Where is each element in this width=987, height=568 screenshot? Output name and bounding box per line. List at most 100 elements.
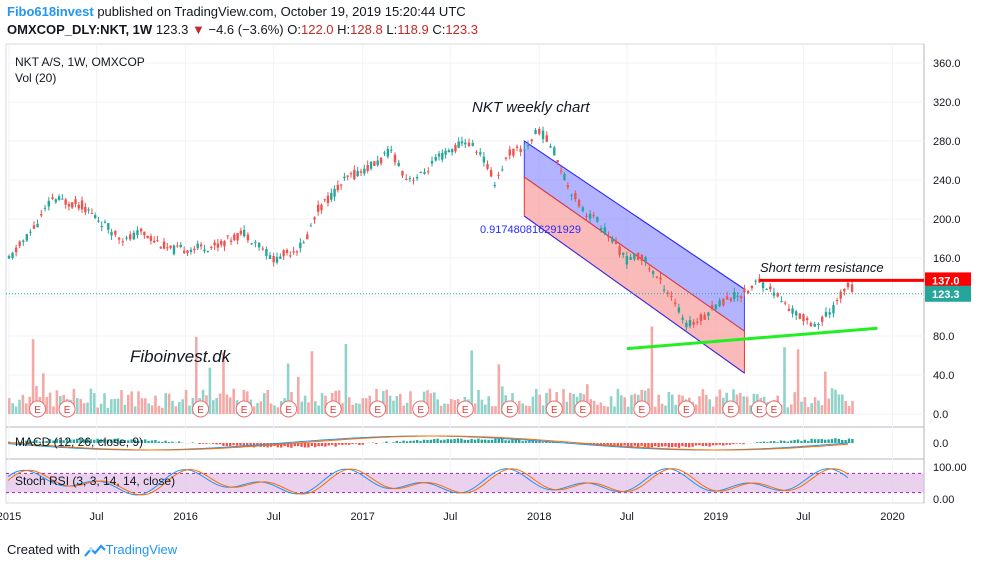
macd-histogram-bar: [344, 443, 347, 445]
candle: [644, 256, 647, 262]
earnings-marker-icon[interactable]: [280, 400, 298, 418]
volume-bar: [218, 393, 222, 414]
earnings-marker-icon[interactable]: [677, 400, 695, 418]
macd-histogram-bar: [76, 438, 79, 443]
candle: [791, 308, 794, 314]
volume-bar: [837, 394, 841, 414]
macd-histogram-bar: [742, 443, 745, 445]
volume-bar: [388, 395, 392, 414]
macd-histogram-bar: [42, 441, 45, 443]
candle: [213, 242, 216, 246]
macd-histogram-bar: [314, 443, 317, 448]
candle: [729, 298, 733, 301]
macd-histogram-bar: [728, 443, 732, 445]
macd-histogram-bar: [218, 443, 222, 445]
earnings-marker-icon[interactable]: [192, 400, 210, 418]
earnings-marker-icon[interactable]: [456, 400, 474, 418]
macd-histogram-bar: [711, 443, 715, 446]
volume-bar: [711, 406, 715, 414]
candle: [648, 268, 651, 270]
volume-bar: [137, 391, 140, 414]
macd-histogram-bar: [664, 443, 667, 447]
volume-bar: [626, 406, 630, 414]
volume-bar: [297, 376, 300, 414]
volume-bar: [123, 404, 127, 414]
volume-bar: [317, 405, 320, 414]
resistance-annotation: Short term resistance: [760, 260, 884, 275]
candle: [780, 301, 783, 303]
candle: [464, 142, 467, 145]
candle: [57, 196, 61, 200]
candle: [798, 313, 802, 319]
earnings-marker-icon[interactable]: [369, 400, 387, 418]
macd-histogram-bar: [769, 441, 772, 443]
candle: [783, 302, 787, 304]
macd-histogram-bar: [198, 443, 201, 445]
candle: [585, 215, 588, 217]
volume-bar: [705, 394, 708, 414]
volume-bar: [266, 389, 269, 414]
candle: [176, 245, 179, 247]
channel-upper-line[interactable]: [524, 140, 745, 290]
volume-bar: [426, 390, 429, 414]
volume-bar: [473, 403, 477, 414]
candle: [515, 146, 519, 148]
earnings-marker-label: E: [683, 405, 690, 416]
candle: [636, 252, 640, 260]
macd-histogram-bar: [650, 443, 653, 448]
macd-histogram-bar: [824, 439, 827, 443]
earnings-marker-icon[interactable]: [412, 400, 430, 418]
macd-histogram-bar: [626, 443, 630, 447]
candle: [219, 240, 223, 245]
macd-histogram-bar: [484, 439, 487, 443]
volume-bar: [847, 405, 851, 414]
author-name[interactable]: Fibo618invest: [7, 4, 94, 19]
macd-histogram-bar: [535, 440, 538, 443]
volume-bar: [701, 389, 705, 414]
earnings-marker-icon[interactable]: [545, 400, 563, 418]
tradingview-brand[interactable]: TradingView: [105, 542, 178, 557]
macd-histogram-bar: [800, 441, 803, 443]
volume-bar: [531, 396, 535, 414]
candle: [622, 252, 625, 255]
x-tick-label: Jul: [443, 511, 457, 523]
volume-bar: [827, 398, 830, 414]
macd-histogram-bar: [222, 443, 225, 446]
volume-bar: [490, 406, 494, 414]
macd-histogram-bar: [113, 438, 116, 443]
macd-histogram-bar: [735, 443, 738, 444]
earnings-marker-icon[interactable]: [235, 400, 253, 418]
candle: [343, 176, 346, 179]
macd-y-tick: 0.0: [933, 438, 948, 450]
macd-histogram-bar: [327, 443, 330, 446]
candle: [497, 174, 500, 176]
macd-histogram-bar: [521, 441, 524, 443]
earnings-marker-icon[interactable]: [324, 400, 342, 418]
earnings-marker-icon[interactable]: [722, 400, 740, 418]
macd-histogram-bar: [456, 438, 460, 443]
macd-histogram-bar: [497, 438, 500, 443]
macd-histogram-bar: [246, 443, 249, 447]
macd-histogram-bar: [705, 443, 708, 446]
earnings-marker-icon[interactable]: [633, 400, 651, 418]
x-tick-label: Jul: [796, 511, 810, 523]
channel-value-label: 0.917480816291929: [480, 224, 581, 236]
earnings-marker-icon[interactable]: [29, 400, 47, 418]
earnings-marker-icon[interactable]: [765, 400, 783, 418]
candle: [129, 234, 132, 240]
channel-lower-line[interactable]: [523, 215, 745, 374]
x-tick-label: 2020: [880, 511, 904, 523]
support-trend-line[interactable]: [626, 326, 878, 351]
candle: [242, 229, 246, 237]
earnings-marker-icon[interactable]: [58, 400, 76, 418]
volume-bar: [276, 407, 280, 414]
volume-bar: [480, 399, 484, 414]
earnings-marker-icon[interactable]: [574, 400, 592, 418]
earnings-marker-icon[interactable]: [501, 400, 519, 418]
candle: [843, 288, 846, 292]
volume-bar: [497, 364, 501, 414]
macd-histogram-bar: [609, 443, 613, 447]
macd-histogram-bar: [759, 441, 762, 443]
macd-histogram-bar: [405, 441, 409, 443]
